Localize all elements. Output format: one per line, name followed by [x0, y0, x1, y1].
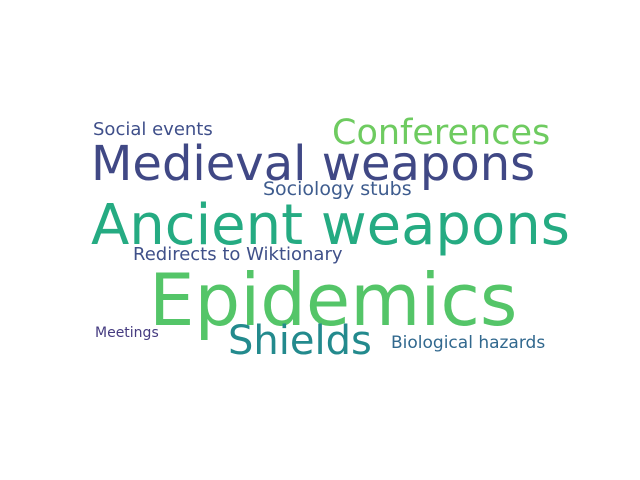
word-ancient-weapons: Ancient weapons — [91, 193, 570, 258]
word-meetings: Meetings — [95, 325, 159, 341]
word-social-events: Social events — [93, 119, 213, 140]
word-sociology-stubs: Sociology stubs — [263, 178, 412, 200]
word-redirects-to-wiktionary: Redirects to Wiktionary — [133, 244, 343, 265]
word-shields: Shields — [228, 318, 372, 364]
word-epidemics: Epidemics — [149, 258, 518, 342]
word-conferences: Conferences — [332, 113, 551, 153]
word-biological-hazards: Biological hazards — [391, 333, 546, 353]
word-medieval-weapons: Medieval weapons — [91, 136, 536, 192]
